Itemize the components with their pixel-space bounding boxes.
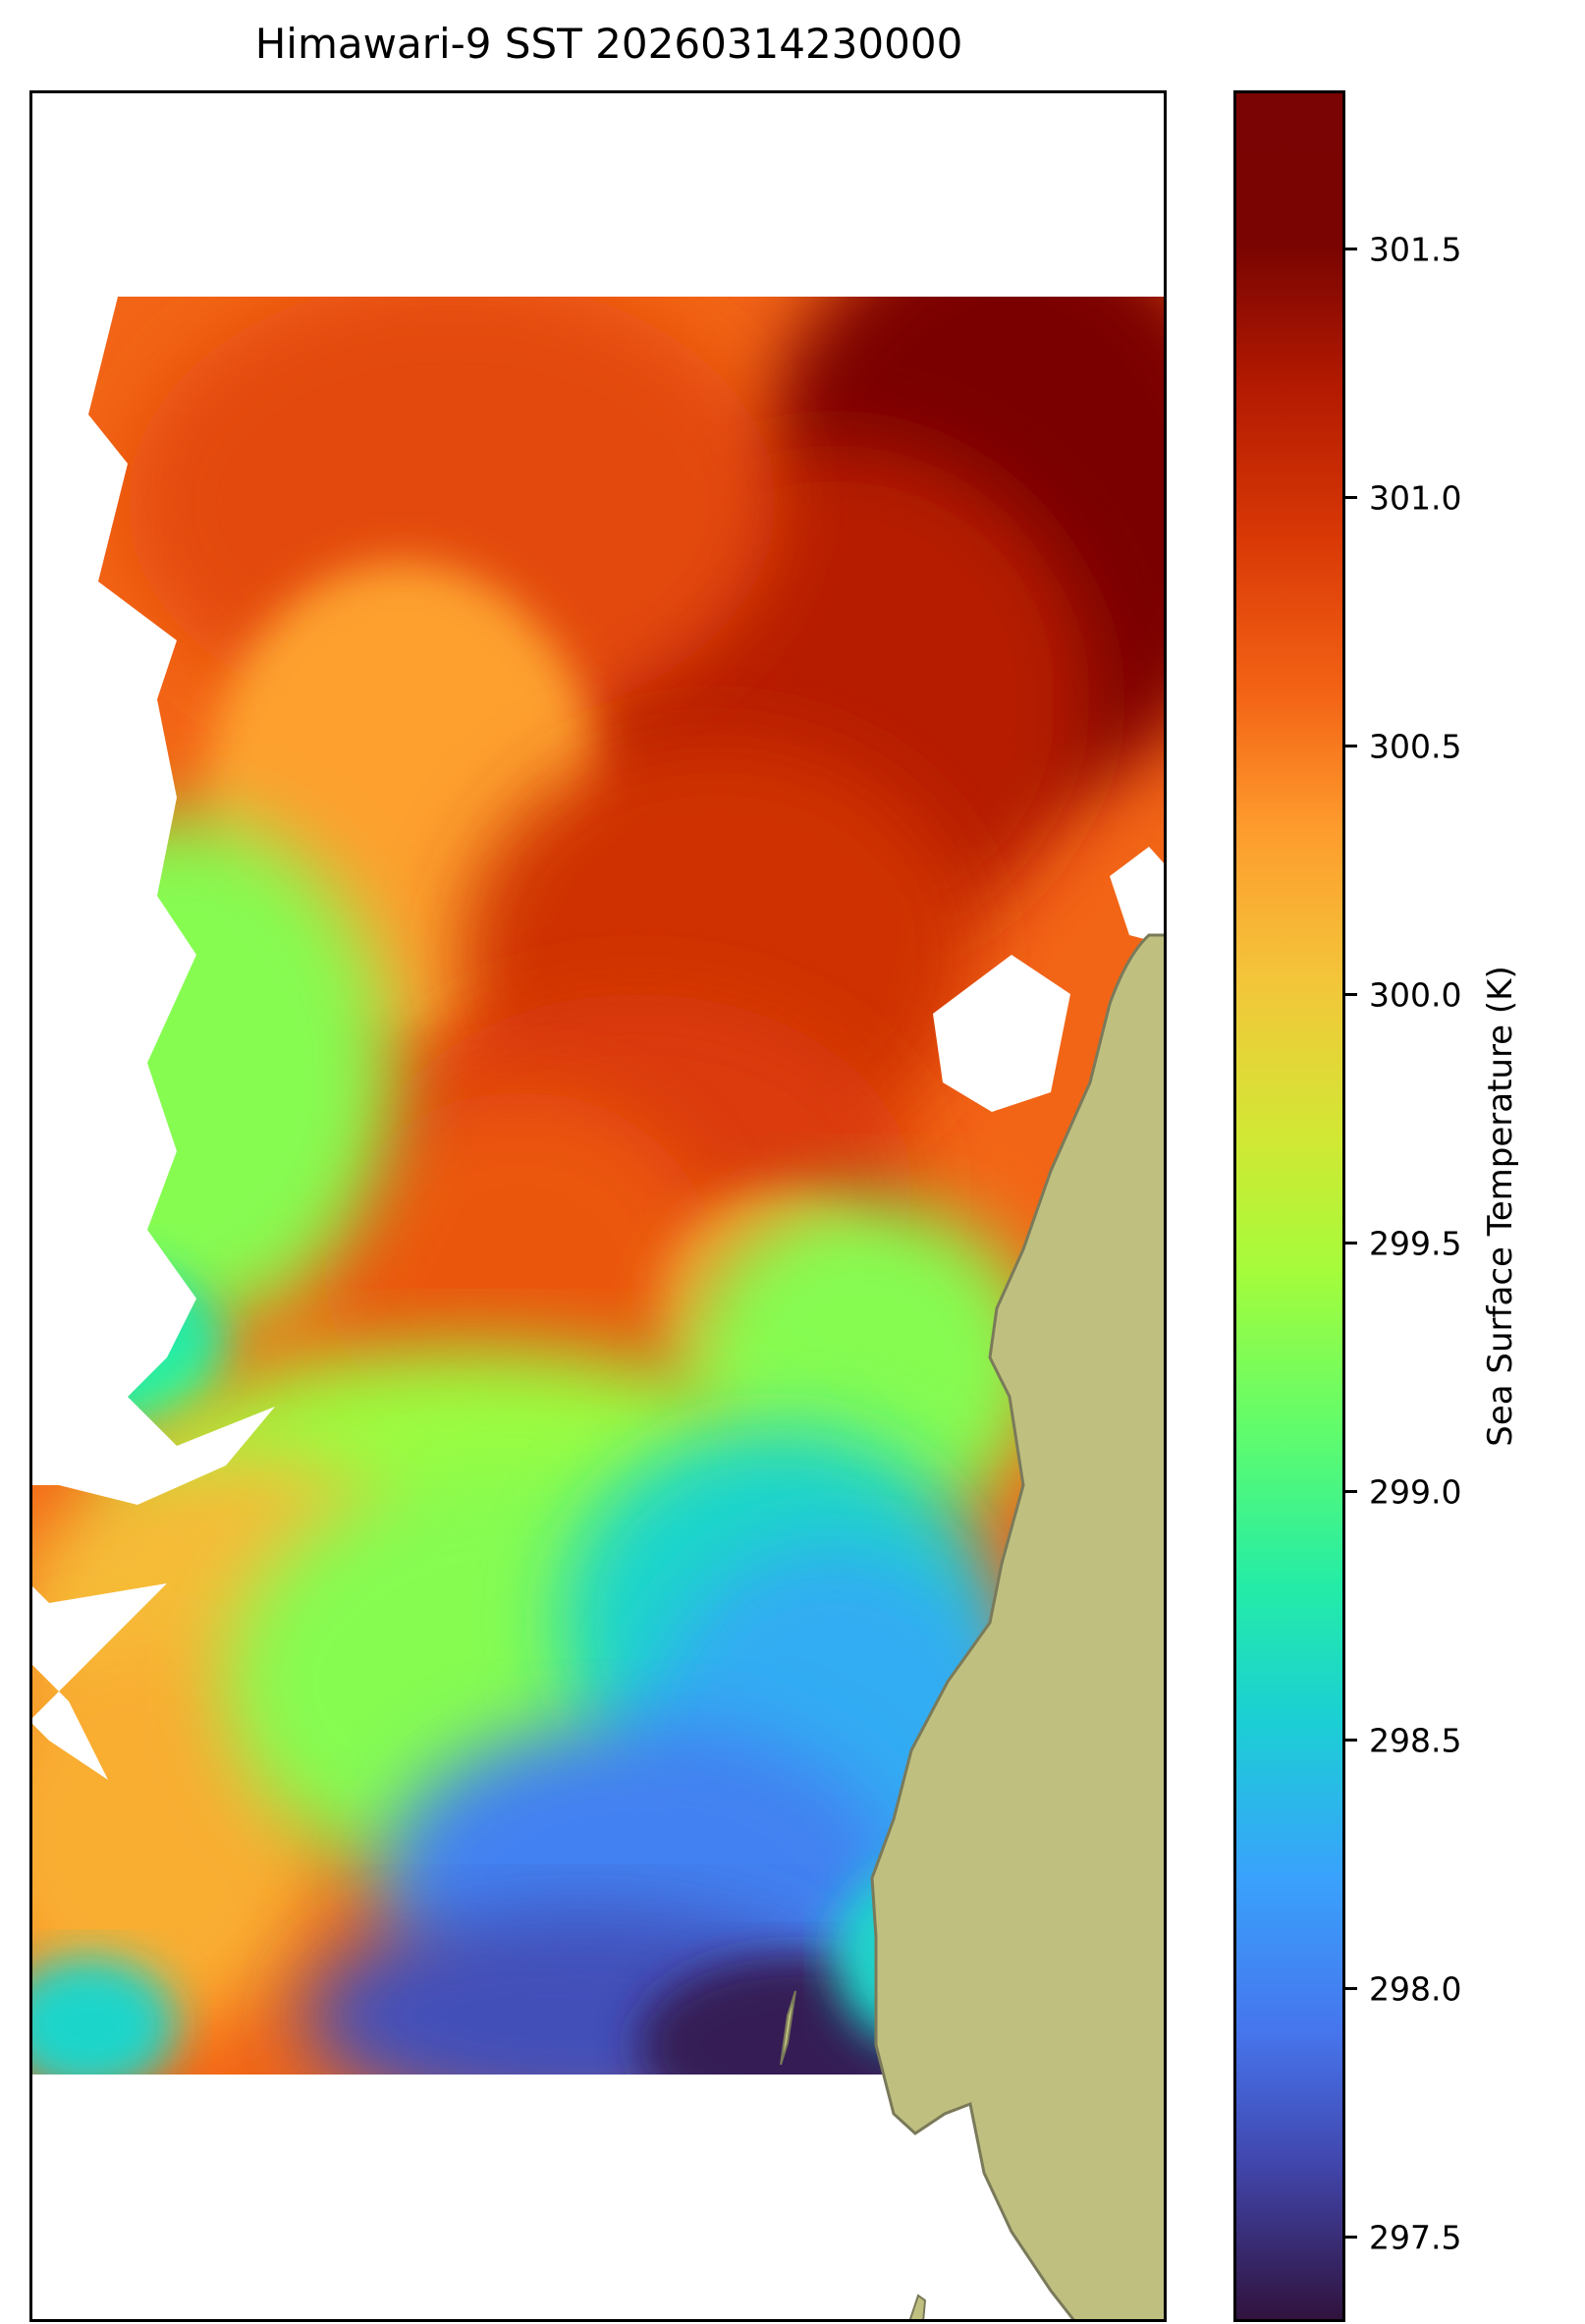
no-data-regions	[29, 297, 1167, 1780]
colorbar-tick-mark	[1345, 248, 1357, 251]
land-mass	[870, 933, 1167, 2322]
colorbar-tick-label: 300.5	[1369, 727, 1462, 766]
colorbar-tick-mark	[1345, 1490, 1357, 1494]
colorbar-tick-mark	[1345, 745, 1357, 748]
colorbar-tick-label: 300.0	[1369, 975, 1462, 1015]
no-data-patch	[1110, 847, 1167, 945]
colorbar-tick-label: 298.5	[1369, 1721, 1462, 1760]
colorbar-tick-label: 298.0	[1369, 1969, 1462, 2009]
colorbar-tick-label: 299.0	[1369, 1472, 1462, 1512]
colorbar-tick-label: 297.5	[1369, 2218, 1462, 2257]
sst-field	[29, 297, 1167, 2075]
sst-patch	[29, 1957, 177, 2075]
land-fragment	[907, 2294, 927, 2322]
colorbar-tick-mark	[1345, 1242, 1357, 1245]
colorbar-tick-mark	[1345, 1739, 1357, 1743]
chart-title: Himawari-9 SST 20260314230000	[254, 20, 963, 68]
axes-frame	[29, 90, 1167, 2322]
no-data-patch	[29, 1583, 167, 1780]
colorbar-tick-mark	[1345, 1987, 1357, 1991]
colorbar-tick-label: 299.5	[1369, 1224, 1462, 1263]
colorbar-tick-mark	[1345, 2236, 1357, 2240]
colorbar-tick-mark	[1345, 993, 1357, 997]
colorbar-tick-mark	[1345, 496, 1357, 500]
no-data-patch	[933, 955, 1070, 1112]
no-data-patch	[29, 297, 275, 1505]
colorbar-tick-label: 301.5	[1369, 230, 1462, 269]
colorbar	[1233, 90, 1345, 2322]
map-axes	[29, 90, 1167, 2322]
island	[780, 1990, 796, 2066]
colorbar-tick-label: 301.0	[1369, 478, 1462, 518]
